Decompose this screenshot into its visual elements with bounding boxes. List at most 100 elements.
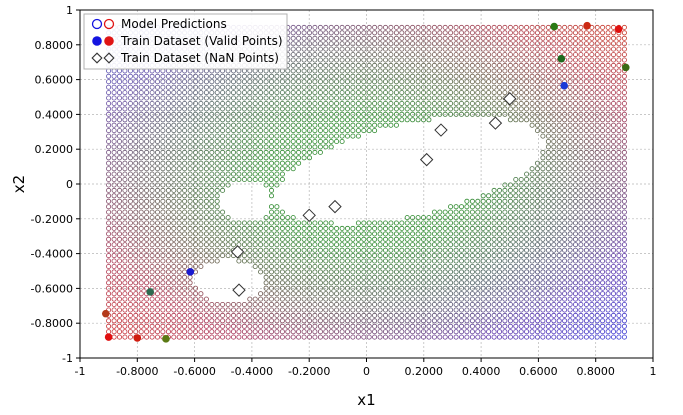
prediction-point	[578, 285, 584, 291]
prediction-point	[431, 215, 437, 221]
prediction-point	[127, 236, 133, 242]
prediction-point	[573, 187, 579, 193]
prediction-point	[171, 138, 177, 144]
prediction-point	[290, 68, 296, 74]
prediction-point	[621, 263, 627, 269]
prediction-point	[328, 106, 334, 112]
prediction-point	[437, 209, 443, 215]
prediction-point	[263, 84, 269, 90]
prediction-point	[171, 198, 177, 204]
prediction-point	[236, 155, 242, 161]
prediction-point	[382, 73, 388, 79]
prediction-point	[567, 95, 573, 101]
prediction-point	[540, 62, 546, 68]
prediction-point	[306, 296, 312, 302]
prediction-point	[469, 291, 475, 297]
prediction-point	[545, 231, 551, 237]
prediction-point	[306, 106, 312, 112]
prediction-point	[274, 209, 280, 215]
prediction-point	[475, 274, 481, 280]
prediction-point	[214, 258, 220, 264]
prediction-point	[621, 30, 627, 36]
prediction-point	[225, 182, 231, 188]
prediction-point	[458, 307, 464, 313]
prediction-point	[154, 101, 160, 107]
prediction-point	[117, 215, 123, 221]
prediction-point	[507, 73, 513, 79]
prediction-point	[404, 323, 410, 329]
prediction-point	[431, 334, 437, 340]
prediction-point	[529, 312, 535, 318]
prediction-point	[442, 318, 448, 324]
prediction-point	[540, 334, 546, 340]
prediction-point	[431, 73, 437, 79]
prediction-point	[187, 334, 193, 340]
nan-points-layer	[230, 92, 517, 297]
prediction-point	[442, 215, 448, 221]
prediction-point	[355, 329, 361, 335]
prediction-point	[589, 41, 595, 47]
prediction-point	[258, 138, 264, 144]
prediction-point	[529, 117, 535, 123]
prediction-point	[594, 280, 600, 286]
prediction-point	[252, 160, 258, 166]
prediction-point	[323, 122, 329, 128]
prediction-point	[502, 111, 508, 117]
prediction-point	[301, 263, 307, 269]
prediction-point	[486, 231, 492, 237]
prediction-point	[573, 307, 579, 313]
prediction-point	[366, 122, 372, 128]
prediction-point	[605, 187, 611, 193]
prediction-point	[594, 176, 600, 182]
prediction-point	[469, 101, 475, 107]
prediction-point	[122, 95, 128, 101]
prediction-point	[312, 296, 318, 302]
prediction-point	[475, 247, 481, 253]
prediction-point	[306, 24, 312, 30]
prediction-point	[366, 285, 372, 291]
prediction-point	[279, 280, 285, 286]
prediction-point	[263, 128, 269, 134]
prediction-point	[192, 285, 198, 291]
prediction-point	[578, 274, 584, 280]
prediction-point	[176, 263, 182, 269]
prediction-point	[600, 247, 606, 253]
x-axis-label: x1	[357, 391, 375, 409]
prediction-point	[583, 144, 589, 150]
prediction-point	[453, 35, 459, 41]
prediction-point	[372, 334, 378, 340]
prediction-point	[323, 57, 329, 63]
prediction-point	[437, 106, 443, 112]
prediction-point	[377, 296, 383, 302]
prediction-point	[192, 133, 198, 139]
prediction-point	[160, 166, 166, 172]
prediction-point	[176, 176, 182, 182]
prediction-point	[117, 95, 123, 101]
prediction-point	[127, 263, 133, 269]
prediction-point	[382, 57, 388, 63]
prediction-point	[415, 111, 421, 117]
prediction-point	[209, 323, 215, 329]
prediction-point	[144, 111, 150, 117]
prediction-point	[230, 160, 236, 166]
prediction-point	[236, 236, 242, 242]
prediction-point	[594, 68, 600, 74]
prediction-point	[372, 52, 378, 58]
prediction-point	[344, 84, 350, 90]
prediction-point	[573, 138, 579, 144]
prediction-point	[535, 117, 541, 123]
prediction-point	[154, 274, 160, 280]
prediction-point	[312, 329, 318, 335]
prediction-point	[600, 46, 606, 52]
prediction-point	[323, 247, 329, 253]
prediction-point	[372, 274, 378, 280]
prediction-point	[540, 128, 546, 134]
prediction-point	[350, 334, 356, 340]
prediction-point	[573, 198, 579, 204]
prediction-point	[187, 128, 193, 134]
prediction-point	[171, 274, 177, 280]
prediction-point	[290, 24, 296, 30]
prediction-point	[111, 79, 117, 85]
prediction-point	[404, 46, 410, 52]
prediction-point	[535, 269, 541, 275]
